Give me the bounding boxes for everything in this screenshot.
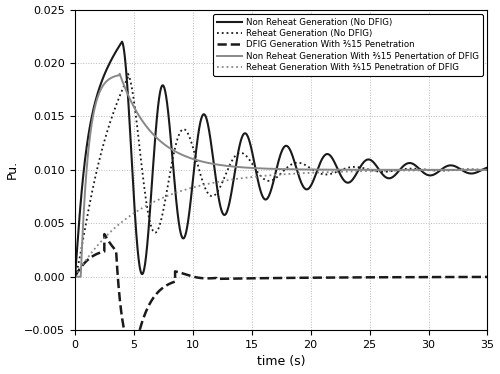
Non Reheat Generation (No DFIG)	[147, 210, 153, 215]
Reheat Generation (No DFIG)	[340, 167, 346, 171]
Legend: Non Reheat Generation (No DFIG), Reheat Generation (No DFIG), DFIG Generation Wi: Non Reheat Generation (No DFIG), Reheat …	[213, 14, 483, 76]
X-axis label: time (s): time (s)	[257, 355, 306, 368]
Line: Non Reheat Generation (No DFIG): Non Reheat Generation (No DFIG)	[75, 42, 488, 277]
Y-axis label: Pu.: Pu.	[6, 160, 18, 180]
Non Reheat Generation With ⅗15 Penertation of DFIG	[320, 168, 326, 172]
DFIG Generation With ⅗15 Penetration	[72, 275, 78, 279]
DFIG Generation With ⅗15 Penetration	[380, 275, 386, 279]
DFIG Generation With ⅗15 Penetration	[102, 232, 107, 236]
Non Reheat Generation With ⅗15 Penertation of DFIG	[147, 128, 153, 133]
Reheat Generation With ⅗15 Penetration of DFIG	[147, 202, 153, 206]
DFIG Generation With ⅗15 Penetration	[230, 276, 235, 281]
DFIG Generation With ⅗15 Penetration	[136, 359, 142, 364]
Non Reheat Generation (No DFIG)	[230, 184, 235, 188]
Reheat Generation With ⅗15 Penetration of DFIG	[411, 168, 417, 173]
Non Reheat Generation (No DFIG)	[72, 275, 78, 279]
Non Reheat Generation (No DFIG)	[320, 156, 326, 161]
Line: Reheat Generation (No DFIG): Reheat Generation (No DFIG)	[75, 74, 488, 277]
Reheat Generation With ⅗15 Penetration of DFIG	[380, 169, 386, 173]
DFIG Generation With ⅗15 Penetration	[484, 275, 490, 279]
Line: DFIG Generation With ⅗15 Penetration: DFIG Generation With ⅗15 Penetration	[75, 234, 488, 362]
DFIG Generation With ⅗15 Penetration	[340, 275, 346, 280]
Non Reheat Generation (No DFIG)	[411, 162, 417, 167]
Reheat Generation With ⅗15 Penetration of DFIG	[230, 177, 235, 182]
Reheat Generation (No DFIG)	[380, 169, 386, 174]
DFIG Generation With ⅗15 Penetration	[147, 301, 153, 306]
DFIG Generation With ⅗15 Penetration	[411, 275, 417, 279]
Reheat Generation With ⅗15 Penetration of DFIG	[72, 275, 78, 279]
Reheat Generation With ⅗15 Penetration of DFIG	[484, 168, 490, 172]
Reheat Generation (No DFIG)	[125, 71, 131, 76]
Non Reheat Generation (No DFIG)	[340, 177, 346, 182]
Non Reheat Generation With ⅗15 Penertation of DFIG	[230, 164, 235, 169]
Non Reheat Generation With ⅗15 Penertation of DFIG	[72, 275, 78, 279]
Non Reheat Generation (No DFIG)	[119, 39, 125, 44]
Non Reheat Generation With ⅗15 Penertation of DFIG	[116, 71, 122, 76]
Reheat Generation (No DFIG)	[411, 166, 417, 171]
Non Reheat Generation With ⅗15 Penertation of DFIG	[380, 168, 386, 172]
Reheat Generation With ⅗15 Penetration of DFIG	[320, 170, 326, 175]
Line: Reheat Generation With ⅗15 Penetration of DFIG: Reheat Generation With ⅗15 Penetration o…	[75, 170, 488, 277]
Reheat Generation With ⅗15 Penetration of DFIG	[340, 169, 346, 174]
Non Reheat Generation With ⅗15 Penertation of DFIG	[340, 168, 346, 172]
Line: Non Reheat Generation With ⅗15 Penertation of DFIG: Non Reheat Generation With ⅗15 Penertati…	[75, 74, 488, 277]
Reheat Generation (No DFIG)	[230, 157, 235, 162]
Non Reheat Generation (No DFIG)	[380, 172, 386, 177]
Reheat Generation (No DFIG)	[147, 220, 153, 224]
Non Reheat Generation With ⅗15 Penertation of DFIG	[411, 168, 417, 172]
Reheat Generation (No DFIG)	[72, 275, 78, 279]
Non Reheat Generation With ⅗15 Penertation of DFIG	[484, 168, 490, 172]
DFIG Generation With ⅗15 Penetration	[320, 275, 326, 280]
Reheat Generation (No DFIG)	[320, 172, 326, 176]
Reheat Generation (No DFIG)	[484, 168, 490, 172]
Non Reheat Generation (No DFIG)	[484, 165, 490, 170]
